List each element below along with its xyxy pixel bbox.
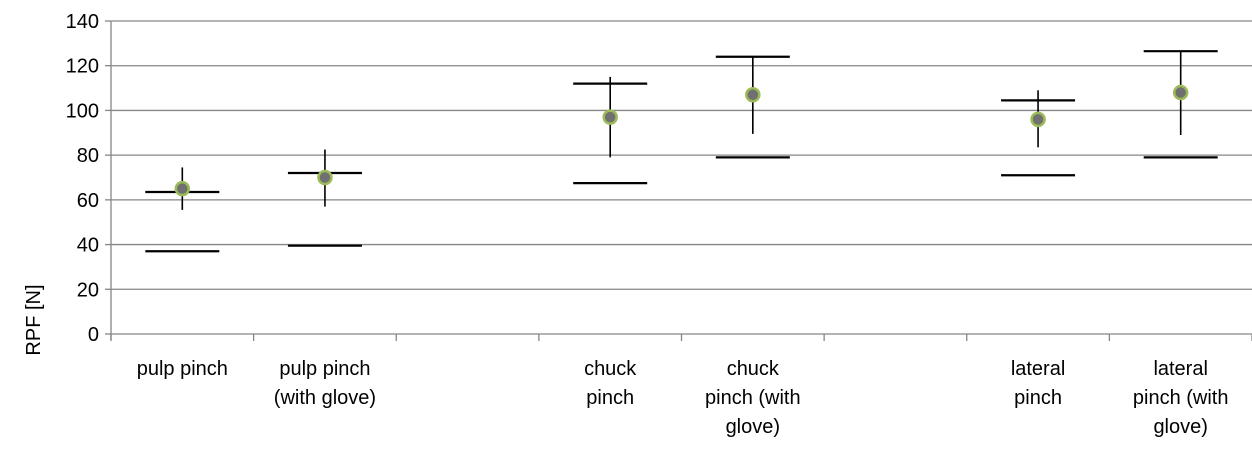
x-category-label: pinch (with <box>1133 387 1229 409</box>
data-point <box>1172 84 1189 101</box>
x-axis-category-labels: pulp pinch pulp pinch (with glove) chuck pin… <box>137 358 1229 438</box>
y-tick-label: 120 <box>66 56 99 78</box>
x-axis <box>110 21 1252 341</box>
data-marks <box>145 50 1218 253</box>
data-point <box>1030 111 1046 128</box>
y-axis-tick-labels: 0 20 40 60 80 100 120 140 <box>66 11 99 346</box>
y-tick-label: 80 <box>77 145 99 167</box>
x-category-label: pinch <box>586 387 634 409</box>
x-category-label: lateral <box>1153 358 1207 380</box>
x-category-label: pulp pinch <box>137 358 228 380</box>
x-category-label: glove) <box>1153 416 1207 438</box>
x-category-label: chuck <box>727 358 780 380</box>
x-category-label: chuck <box>584 358 637 380</box>
x-category-label: lateral <box>1011 358 1065 380</box>
x-category-label: (with glove) <box>274 387 376 409</box>
data-point <box>745 87 761 103</box>
data-point <box>174 180 191 197</box>
y-tick-label: 0 <box>88 324 99 346</box>
grid-lines <box>105 20 1252 335</box>
y-tick-label: 100 <box>66 100 99 122</box>
y-tick-label: 20 <box>77 279 99 301</box>
data-point <box>317 169 333 186</box>
x-category-label: pulp pinch <box>279 358 370 380</box>
y-tick-label: 40 <box>77 235 99 257</box>
data-point <box>602 109 618 125</box>
x-category-label: glove) <box>726 416 780 438</box>
x-category-label: pinch <box>1014 387 1062 409</box>
x-category-label: pinch (with <box>705 387 801 409</box>
y-tick-label: 140 <box>66 11 99 33</box>
y-tick-label: 60 <box>77 190 99 212</box>
y-axis-title: RPF [N] <box>23 284 45 355</box>
